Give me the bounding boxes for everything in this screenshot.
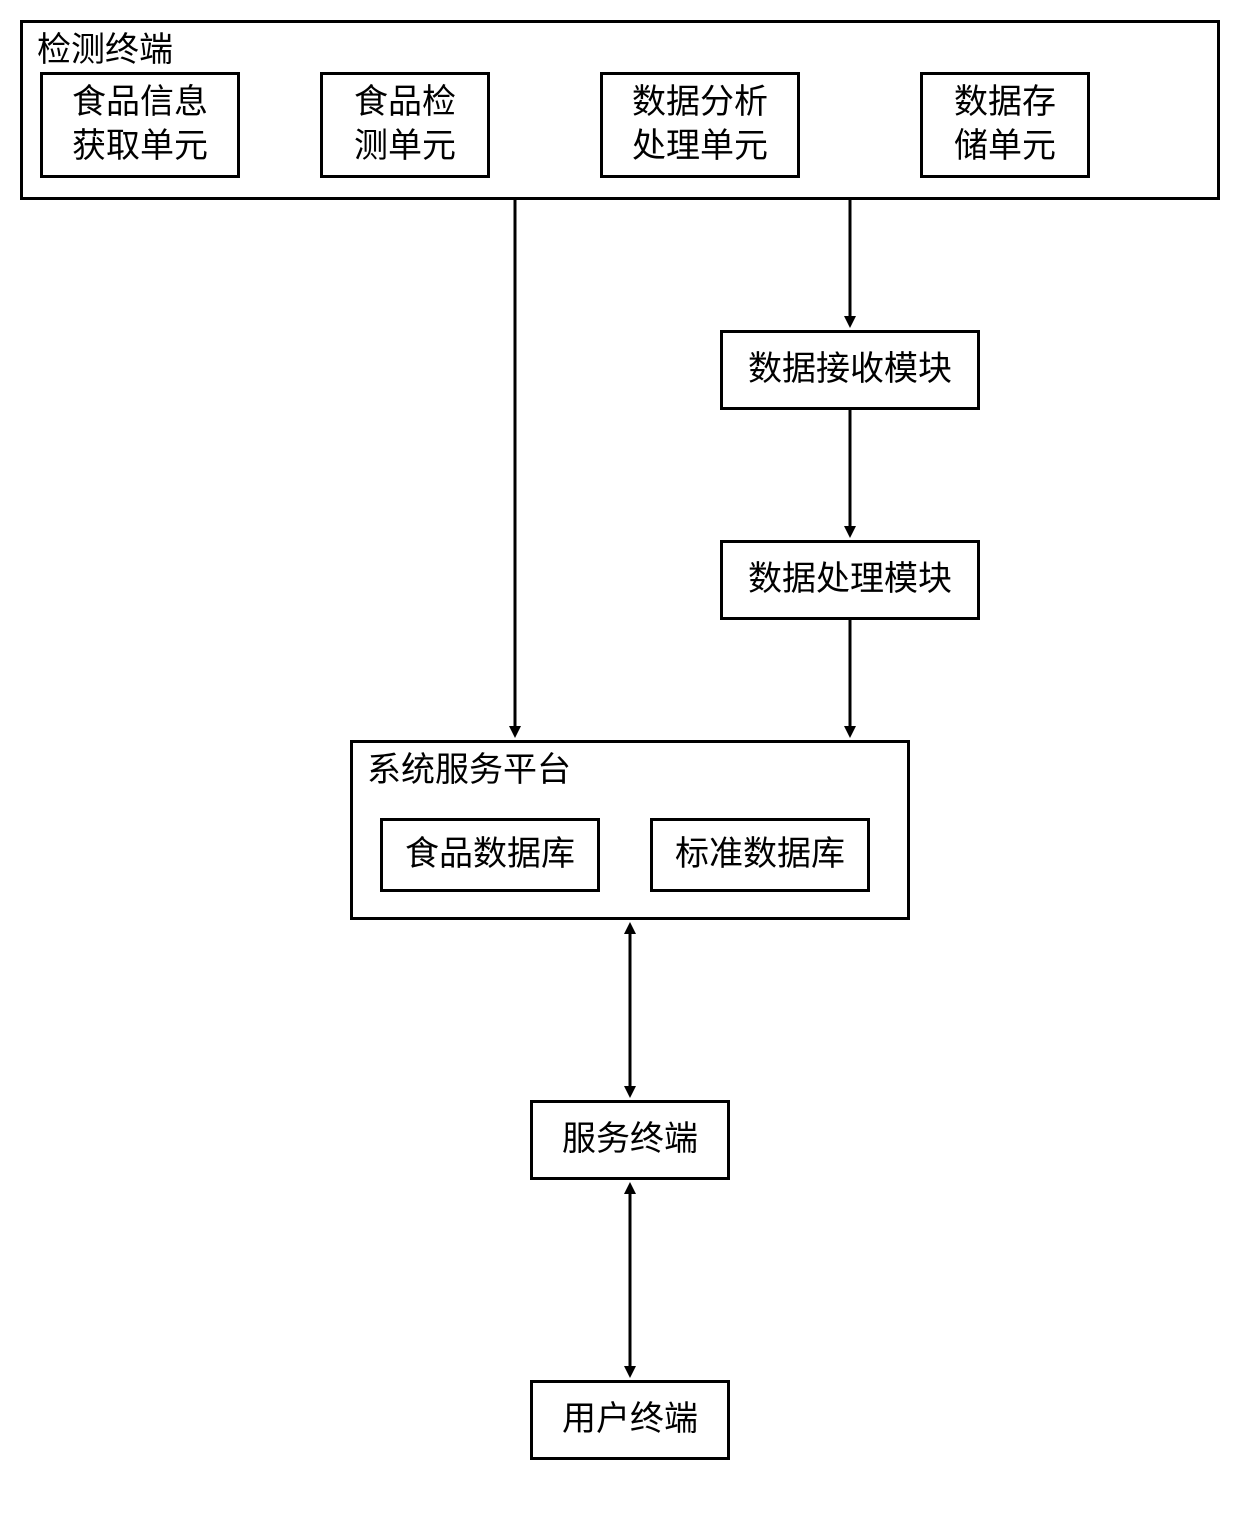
diagram-canvas: 检测终端食品信息 获取单元 食品检 测单元 数据分析 处理单元 数据存 储单元数据接收…	[0, 0, 1240, 1539]
node-label: 服务终端	[562, 1118, 698, 1162]
terminal-unit: 食品检 测单元	[320, 72, 490, 178]
terminal-unit: 数据存 储单元	[920, 72, 1090, 178]
platform-db: 标准数据库	[650, 818, 870, 892]
node-label: 用户终端	[562, 1398, 698, 1442]
node-proc: 数据处理模块	[720, 540, 980, 620]
terminal-unit-label: 食品检 测单元	[354, 81, 456, 169]
system-service-platform-label: 系统服务平台	[367, 749, 571, 793]
node-recv: 数据接收模块	[720, 330, 980, 410]
terminal-unit-label: 食品信息 获取单元	[72, 81, 208, 169]
terminal-unit: 食品信息 获取单元	[40, 72, 240, 178]
platform-db-label: 食品数据库	[405, 833, 575, 877]
node-service: 服务终端	[530, 1100, 730, 1180]
platform-db-label: 标准数据库	[675, 833, 845, 877]
detection-terminal-label: 检测终端	[37, 29, 173, 73]
platform-db: 食品数据库	[380, 818, 600, 892]
terminal-unit: 数据分析 处理单元	[600, 72, 800, 178]
node-label: 数据处理模块	[748, 558, 952, 602]
terminal-unit-label: 数据分析 处理单元	[632, 81, 768, 169]
node-label: 数据接收模块	[748, 348, 952, 392]
node-user: 用户终端	[530, 1380, 730, 1460]
terminal-unit-label: 数据存 储单元	[954, 81, 1056, 169]
